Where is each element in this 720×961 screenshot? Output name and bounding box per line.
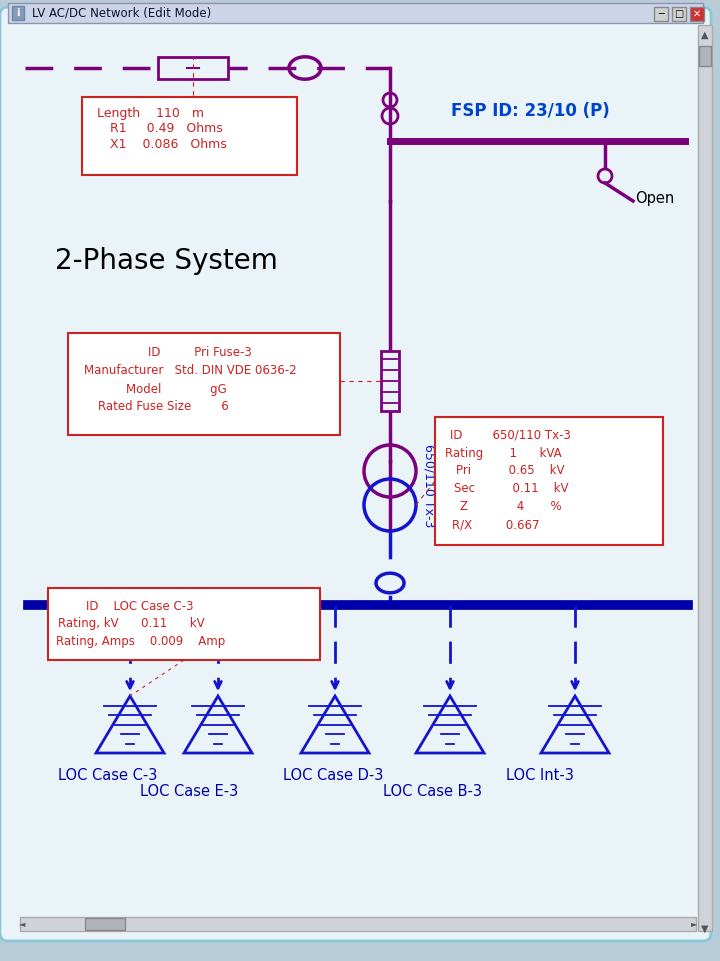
Text: LOC Case E-3: LOC Case E-3 <box>140 783 238 799</box>
Text: ►: ► <box>690 920 697 928</box>
Text: LOC Case D-3: LOC Case D-3 <box>283 769 383 783</box>
Text: Z             4       %: Z 4 % <box>460 501 562 513</box>
Text: ─: ─ <box>658 9 664 19</box>
FancyBboxPatch shape <box>690 7 704 21</box>
Text: Rating, Amps    0.009    Amp: Rating, Amps 0.009 Amp <box>56 635 225 649</box>
FancyBboxPatch shape <box>8 3 703 23</box>
Text: ID         Pri Fuse-3: ID Pri Fuse-3 <box>148 347 252 359</box>
FancyBboxPatch shape <box>85 918 125 930</box>
Text: ▲: ▲ <box>701 30 708 40</box>
Text: Model             gG: Model gG <box>126 382 227 396</box>
FancyBboxPatch shape <box>12 6 24 20</box>
FancyBboxPatch shape <box>699 46 711 66</box>
Text: Manufacturer   Std. DIN VDE 0636-2: Manufacturer Std. DIN VDE 0636-2 <box>84 364 297 378</box>
Text: Rating       1      kVA: Rating 1 kVA <box>445 447 562 459</box>
Text: R1     0.49   Ohms: R1 0.49 Ohms <box>110 122 222 136</box>
Text: ◄: ◄ <box>19 920 25 928</box>
FancyBboxPatch shape <box>654 7 668 21</box>
Text: LV AC/DC Network (Edit Mode): LV AC/DC Network (Edit Mode) <box>32 7 211 19</box>
FancyBboxPatch shape <box>381 351 399 411</box>
Text: Open: Open <box>635 191 674 207</box>
FancyBboxPatch shape <box>68 333 340 435</box>
Text: LOC Int-3: LOC Int-3 <box>506 769 574 783</box>
Text: ID    LOC Case C-3: ID LOC Case C-3 <box>86 600 194 612</box>
Text: ✕: ✕ <box>693 9 701 19</box>
FancyBboxPatch shape <box>82 97 297 175</box>
Text: 2-Phase System: 2-Phase System <box>55 247 278 275</box>
Text: Pri          0.65    kV: Pri 0.65 kV <box>456 464 564 478</box>
FancyBboxPatch shape <box>20 917 696 931</box>
Text: LOC Case B-3: LOC Case B-3 <box>383 783 482 799</box>
Text: R/X         0.667: R/X 0.667 <box>452 519 539 531</box>
FancyBboxPatch shape <box>672 7 686 21</box>
FancyBboxPatch shape <box>158 57 228 79</box>
FancyBboxPatch shape <box>0 7 711 941</box>
Text: ID        650/110 Tx-3: ID 650/110 Tx-3 <box>450 429 571 441</box>
Text: X1    0.086   Ohms: X1 0.086 Ohms <box>110 138 227 152</box>
Text: Length    110   m: Length 110 m <box>97 107 204 119</box>
Text: ▼: ▼ <box>701 924 708 934</box>
Text: i: i <box>17 8 19 18</box>
Text: □: □ <box>675 9 683 19</box>
Text: Rating, kV      0.11      kV: Rating, kV 0.11 kV <box>58 618 204 630</box>
FancyBboxPatch shape <box>48 588 320 660</box>
FancyBboxPatch shape <box>435 417 663 545</box>
Text: LOC Case C-3: LOC Case C-3 <box>58 769 158 783</box>
Text: Sec          0.11    kV: Sec 0.11 kV <box>454 482 569 496</box>
Text: Rated Fuse Size        6: Rated Fuse Size 6 <box>98 401 229 413</box>
FancyBboxPatch shape <box>698 25 712 931</box>
Text: FSP ID: 23/10 (P): FSP ID: 23/10 (P) <box>451 102 609 120</box>
Text: 650/110 Tx-3: 650/110 Tx-3 <box>422 444 435 528</box>
